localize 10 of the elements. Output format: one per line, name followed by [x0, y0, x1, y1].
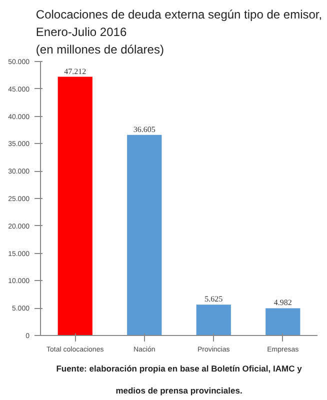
bar [196, 304, 231, 336]
chart-title: Colocaciones de deuda externa según tipo de emisor, Enero-Julio 2016 (en millones de dólares) [36, 8, 322, 56]
data-label: 4.982 [274, 298, 292, 308]
data-label: 36.605 [133, 124, 156, 134]
data-label: 5.625 [204, 294, 223, 304]
bar [58, 76, 92, 336]
data-label: 47.212 [64, 66, 86, 76]
text: Fuente: elaboración propia en base al Boletín Oficial, IAMC y medios de prensa provinciales. [56, 364, 302, 396]
bar [127, 134, 162, 336]
bar [266, 308, 300, 336]
